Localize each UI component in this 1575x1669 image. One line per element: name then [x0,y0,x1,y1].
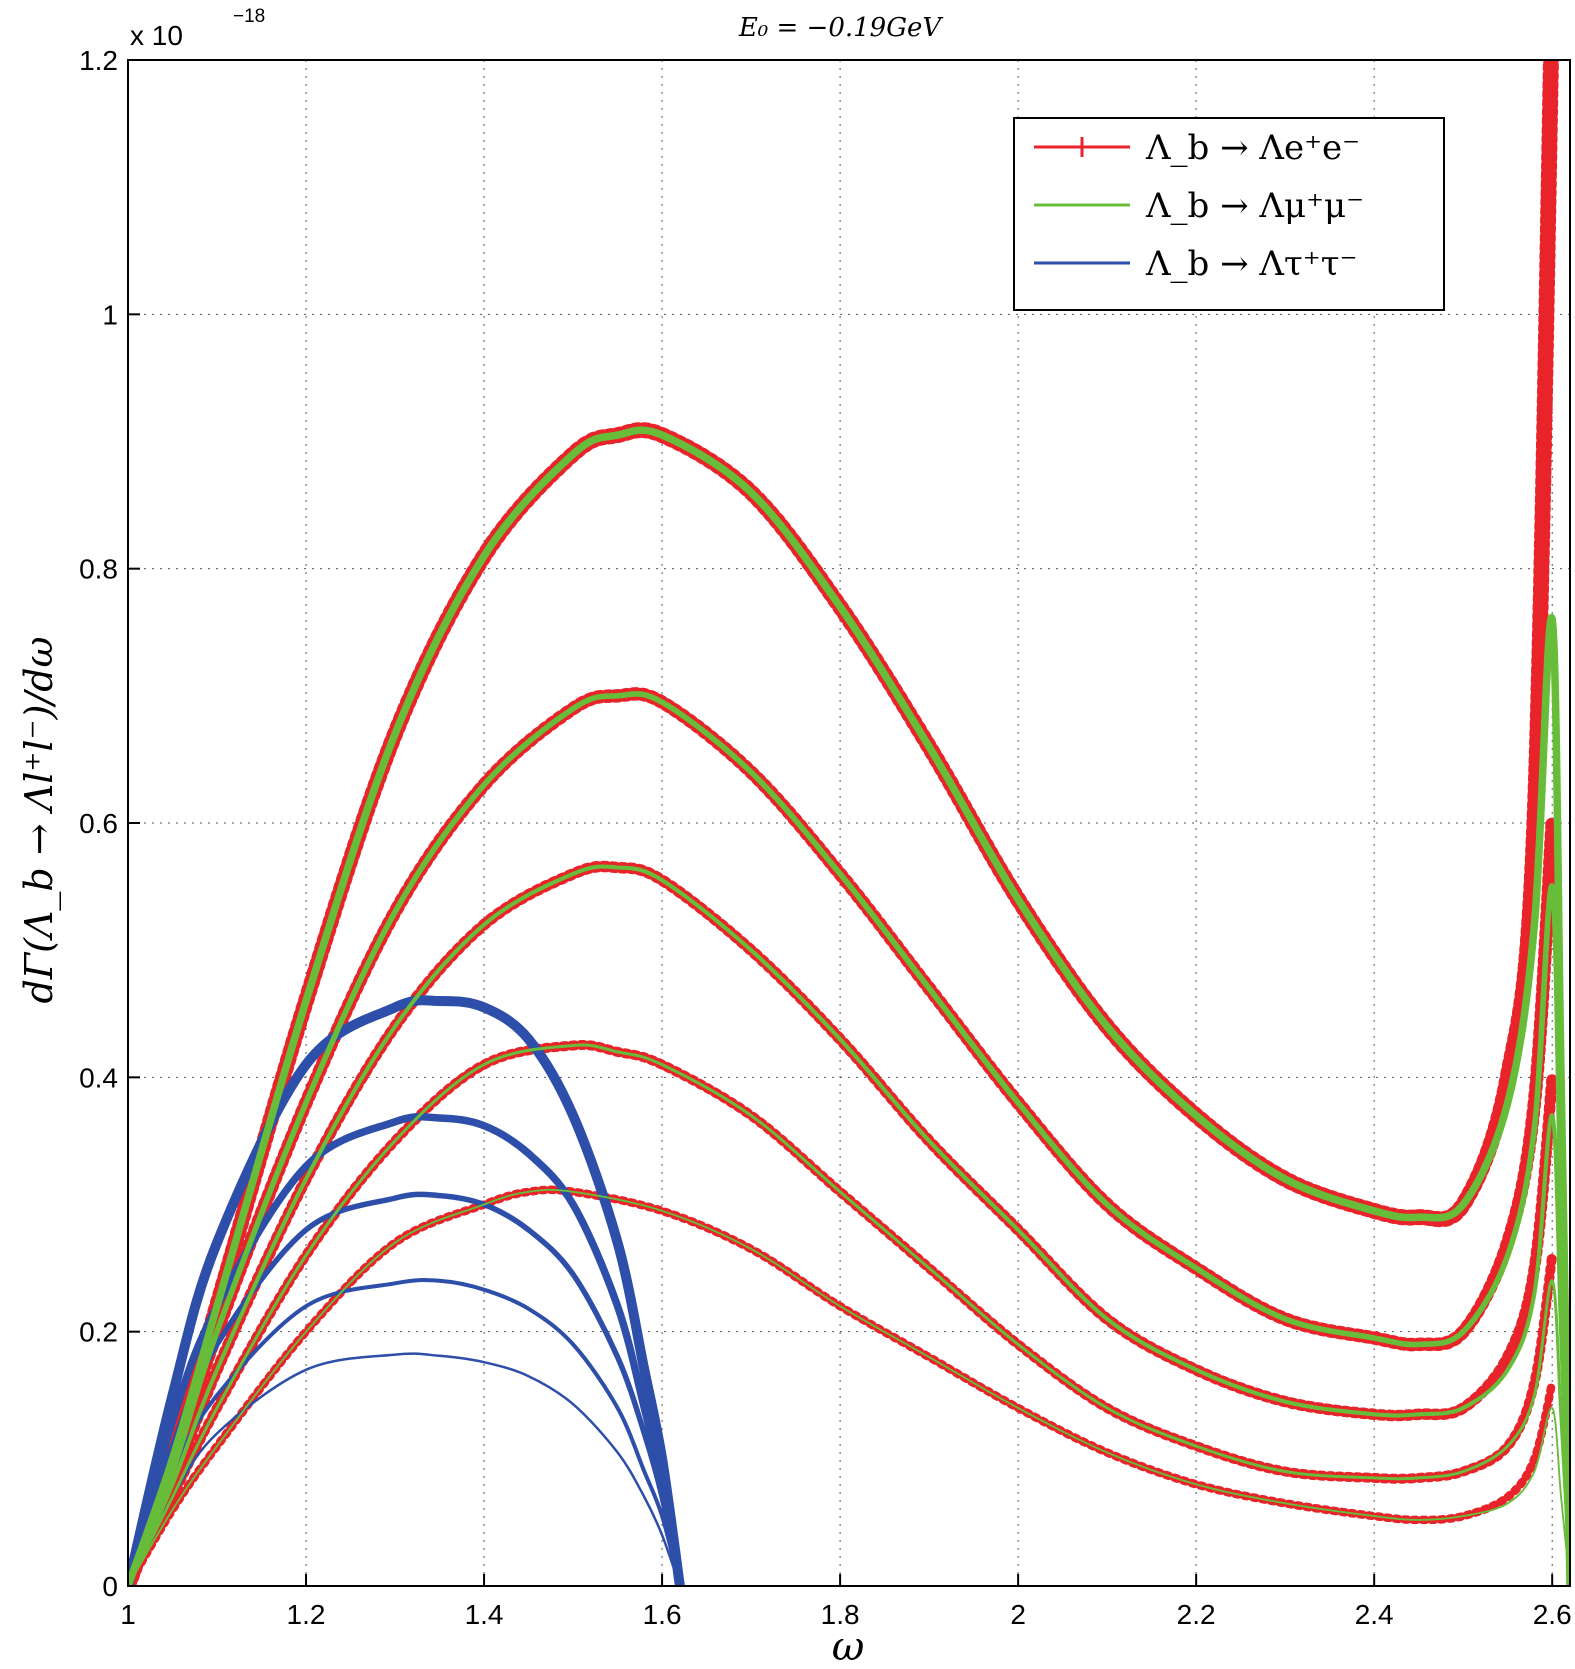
series-line-mu-2 [128,691,1570,1586]
series-line-mu-1 [128,426,1570,1586]
legend: Λ_b → Λe⁺e⁻ Λ_b → Λμ⁺μ⁻ Λ_b → Λτ⁺τ⁻ [1013,117,1445,311]
y-exponent-base: x 10 [130,20,183,51]
axis-ticks: 1 1.2 1.4 1.6 1.8 2 2.2 2.4 2.6 0 0.2 0.4 0.6 0.8 1 1.2 [79,45,1572,1630]
series-line-mu-4 [128,1043,1570,1586]
y-tick-label: 0.6 [79,808,118,839]
x-tick-label: 2.6 [1533,1599,1572,1630]
series-line-tau-5 [128,1352,682,1586]
y-tick-label: 0 [102,1571,118,1602]
x-tick-label: 2.4 [1355,1599,1394,1630]
y-tick-label: 0.8 [79,554,118,585]
legend-box [1013,117,1445,311]
y-exponent-label: x 10 −18 [130,6,265,51]
y-tick-label: 0.4 [79,1062,118,1093]
legend-label-e: Λ_b → Λe⁺e⁻ [1145,128,1360,168]
series-line-tau-4 [128,1278,682,1586]
x-tick-label: 1.4 [465,1599,504,1630]
y-exponent-power: −18 [233,6,265,27]
x-tick-label: 1.2 [287,1599,326,1630]
x-tick-label: 1.6 [643,1599,682,1630]
legend-label-tau: Λ_b → Λτ⁺τ⁻ [1145,244,1358,284]
series-line-tau-2 [128,1112,684,1586]
series-layer [128,60,1570,1586]
chart-title: E₀ = −0.19GeV [738,13,944,43]
y-tick-label: 1.2 [79,45,118,76]
series-line-tau-1 [128,995,685,1586]
x-axis-label: ω [832,1624,865,1669]
x-tick-label: 2.2 [1177,1599,1216,1630]
series-line-mu-3 [128,864,1570,1586]
y-axis-label: dΓ(Λ_b → Λl⁺l⁻)/dω [17,636,62,1003]
y-tick-label: 0.2 [79,1317,118,1348]
legend-label-mu: Λ_b → Λμ⁺μ⁻ [1145,186,1364,226]
plot-area: 1 1.2 1.4 1.6 1.8 2 2.2 2.4 2.6 0 0.2 0.4 0.6 0.8 1 1.2 [79,45,1572,1630]
y-tick-label: 1 [102,299,118,330]
x-tick-label: 1.8 [821,1599,860,1630]
x-tick-label: 1 [120,1599,136,1630]
x-tick-label: 2 [1010,1599,1026,1630]
series-line-mu-5 [128,1188,1570,1586]
